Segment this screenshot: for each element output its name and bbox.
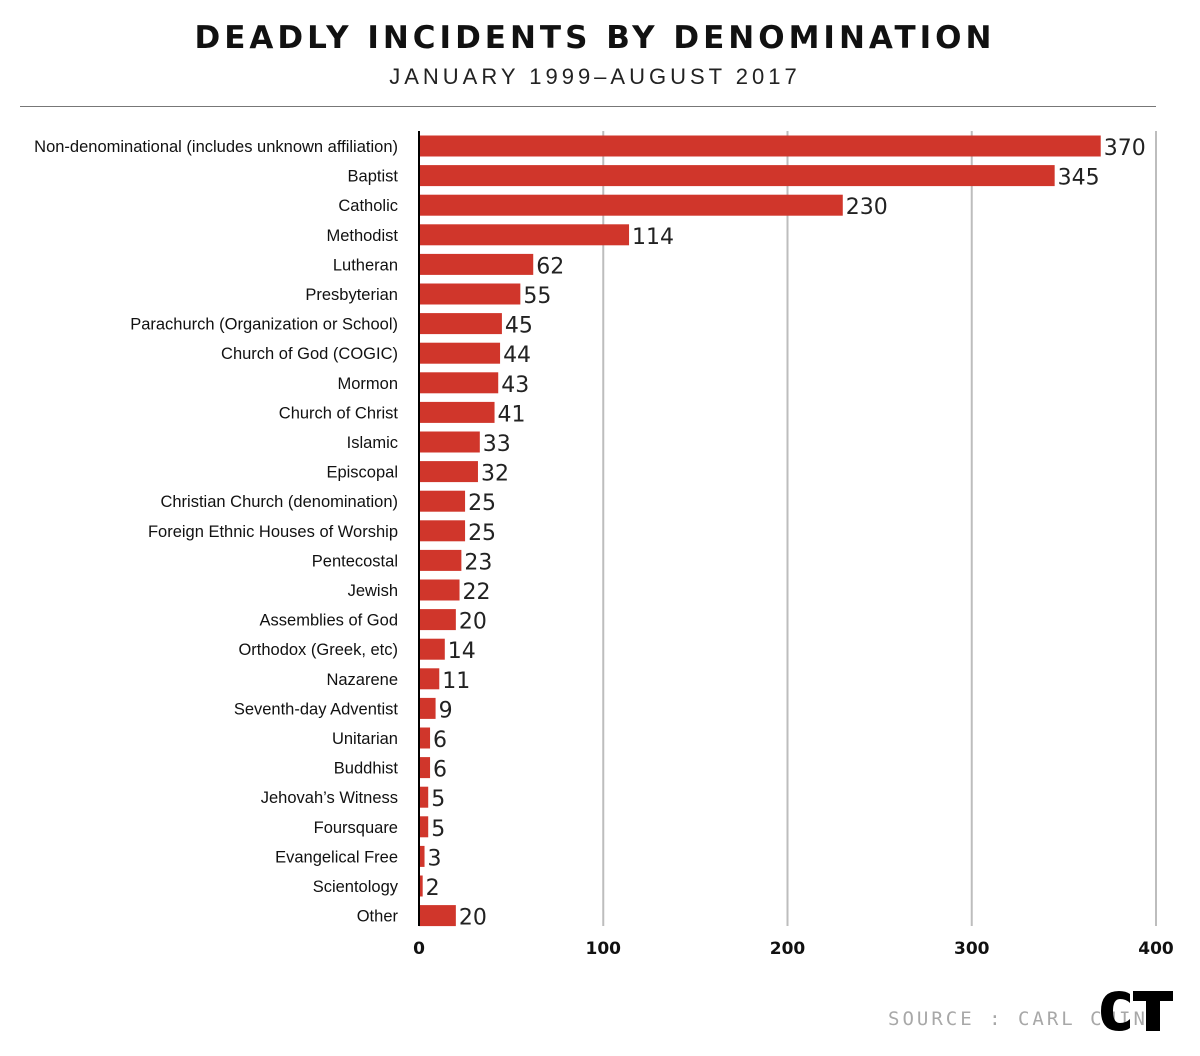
value-label: 20 [459, 610, 487, 635]
value-label: 20 [459, 906, 487, 931]
value-label: 5 [431, 787, 445, 812]
category-label: Evangelical Free [275, 848, 398, 866]
value-label: 41 [498, 402, 526, 427]
value-label: 25 [468, 491, 496, 516]
category-label: Catholic [338, 197, 398, 215]
chart-title: DEADLY INCIDENTS BY DENOMINATION [194, 20, 996, 56]
category-label: Assemblies of God [260, 612, 398, 630]
x-tick-label: 100 [586, 939, 622, 959]
value-label: 23 [464, 550, 492, 575]
bar [419, 845, 425, 867]
category-label: Presbyterian [305, 286, 398, 304]
category-label: Seventh-day Adventist [234, 700, 399, 718]
category-label: Baptist [348, 168, 399, 186]
value-label: 9 [439, 698, 453, 723]
category-label: Church of God (COGIC) [221, 345, 398, 363]
bar [419, 549, 462, 571]
bar [419, 342, 501, 364]
category-label: Jewish [348, 582, 398, 600]
bar [419, 905, 456, 927]
value-label: 6 [433, 728, 447, 753]
category-label: Buddhist [334, 760, 399, 778]
ct-logo [1101, 991, 1173, 1031]
bar [419, 461, 478, 483]
category-label: Nazarene [326, 671, 398, 689]
value-label: 370 [1104, 136, 1146, 161]
category-label: Scientology [313, 878, 399, 896]
x-tick-label: 400 [1138, 939, 1174, 959]
category-label: Foursquare [314, 819, 398, 837]
value-label: 345 [1058, 166, 1100, 191]
value-label: 43 [501, 373, 529, 398]
value-label: 33 [483, 432, 511, 457]
value-label: 230 [846, 195, 888, 220]
category-label: Pentecostal [312, 552, 398, 570]
category-label: Christian Church (denomination) [160, 493, 398, 511]
category-label: Mormon [337, 375, 398, 393]
bar [419, 372, 499, 394]
bar [419, 520, 466, 542]
bar [419, 579, 460, 601]
value-label: 3 [428, 846, 442, 871]
category-label: Non-denominational (includes unknown aff… [34, 138, 398, 156]
category-label: Parachurch (Organization or School) [130, 316, 398, 334]
bar [419, 697, 436, 719]
bar [419, 224, 630, 246]
category-label: Lutheran [333, 256, 398, 274]
bar [419, 757, 431, 779]
value-label: 5 [431, 817, 445, 842]
value-label: 11 [442, 669, 470, 694]
bar [419, 313, 502, 335]
category-label: Church of Christ [279, 404, 399, 422]
bar [419, 165, 1055, 187]
bar [419, 727, 431, 749]
category-label: Jehovah’s Witness [261, 789, 398, 807]
category-label: Methodist [326, 227, 398, 245]
bar [419, 253, 534, 275]
value-label: 14 [448, 639, 476, 664]
bar [419, 638, 445, 660]
bar [419, 490, 466, 512]
category-label: Episcopal [326, 464, 398, 482]
value-label: 2 [426, 876, 440, 901]
value-label: 25 [468, 521, 496, 546]
value-label: 32 [481, 462, 509, 487]
value-label: 45 [505, 314, 533, 339]
category-label: Orthodox (Greek, etc) [238, 641, 398, 659]
bar-chart: Non-denominational (includes unknown aff… [34, 131, 1174, 959]
bar [419, 283, 521, 305]
value-label: 114 [632, 225, 674, 250]
bar [419, 786, 429, 808]
value-label: 6 [433, 758, 447, 783]
bar [419, 401, 495, 423]
x-tick-label: 0 [413, 939, 425, 959]
bar [419, 194, 843, 216]
value-label: 55 [523, 284, 551, 309]
x-tick-label: 300 [954, 939, 990, 959]
header-divider [20, 106, 1156, 107]
category-label: Islamic [347, 434, 398, 452]
value-label: 22 [463, 580, 491, 605]
source-credit: SOURCE : CARL CHINN [888, 1008, 1163, 1030]
category-label: Other [357, 908, 399, 926]
bar [419, 609, 456, 631]
bar [419, 668, 440, 690]
x-tick-label: 200 [770, 939, 806, 959]
chart-subtitle: JANUARY 1999–AUGUST 2017 [389, 64, 801, 89]
category-label: Foreign Ethnic Houses of Worship [148, 523, 398, 541]
value-label: 62 [536, 254, 564, 279]
ct-logo-mark [1101, 991, 1173, 1031]
value-label: 44 [503, 343, 531, 368]
bar [419, 135, 1101, 157]
bar [419, 816, 429, 838]
category-label: Unitarian [332, 730, 398, 748]
bar [419, 431, 480, 453]
bar [419, 875, 423, 897]
